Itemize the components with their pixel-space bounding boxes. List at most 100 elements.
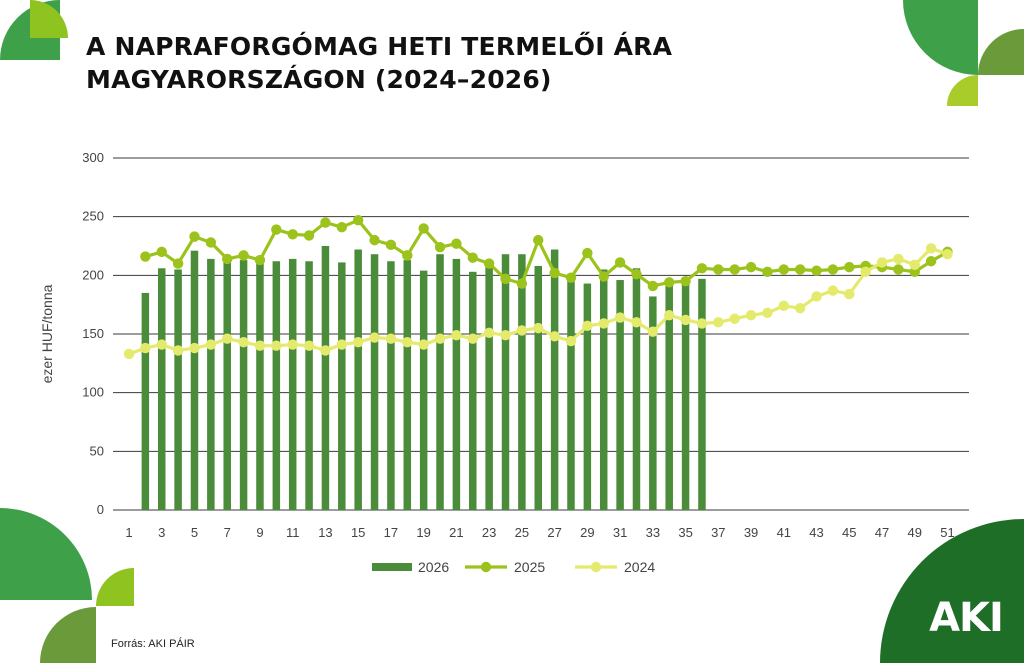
point-2025-week-7 <box>222 253 233 265</box>
point-2024-week-3 <box>156 339 167 350</box>
point-2025-week-10 <box>271 224 282 235</box>
bar-2026-week-31 <box>616 280 624 510</box>
point-2025-week-45 <box>844 261 855 273</box>
point-2025-week-17 <box>385 239 397 251</box>
point-2024-week-4 <box>172 345 184 356</box>
point-2024-week-30 <box>598 318 609 329</box>
point-2024-week-13 <box>320 345 331 356</box>
point-2024-week-24 <box>500 329 511 341</box>
point-2025-week-32 <box>631 268 642 280</box>
bar-2026-week-28 <box>567 281 575 510</box>
aki-logo: AKI <box>916 588 1016 648</box>
point-2025-week-31 <box>614 257 626 268</box>
leaf-shape-lime <box>96 568 134 606</box>
point-2024-week-6 <box>205 339 217 350</box>
point-2024-week-25 <box>516 325 528 336</box>
point-2025-week-19 <box>418 223 429 234</box>
point-2025-week-38 <box>729 264 740 275</box>
point-2025-week-20 <box>434 241 446 253</box>
point-2024-week-40 <box>762 307 773 319</box>
legend-swatch-2026 <box>372 563 412 571</box>
bottom-right-leaf-decoration <box>880 519 1024 663</box>
bar-2026-week-7 <box>223 260 231 510</box>
point-2024-week-15 <box>352 337 364 348</box>
bar-2026-week-35 <box>681 277 690 510</box>
point-2025-week-16 <box>369 234 380 246</box>
point-2025-week-24 <box>500 273 511 285</box>
x-tick-label: 39 <box>744 525 758 540</box>
bar-2026-week-29 <box>583 283 592 510</box>
point-2025-week-42 <box>794 264 806 275</box>
point-2025-week-50 <box>925 256 937 267</box>
bar-2026-week-26 <box>534 265 542 510</box>
legend-swatch-marker-2025 <box>480 561 492 573</box>
bar-2026-week-21 <box>452 258 461 510</box>
bar-2026-week-8 <box>239 260 248 510</box>
point-2025-week-25 <box>516 278 528 289</box>
x-tick-label: 35 <box>678 525 692 540</box>
bar-2026-week-2 <box>141 292 150 510</box>
point-2024-week-9 <box>254 340 266 351</box>
point-2025-week-36 <box>696 263 708 274</box>
point-2025-week-33 <box>647 280 659 292</box>
leaf-shape-lime <box>947 75 978 106</box>
top-right-leaf-decoration <box>903 0 1024 106</box>
bar-2026-week-14 <box>338 262 346 510</box>
leaf-shape-olive <box>978 29 1024 75</box>
point-2025-week-29 <box>582 247 593 259</box>
legend-item-2026: 2026 <box>372 559 449 575</box>
bar-2026-week-19 <box>419 270 428 510</box>
bar-2026-week-11 <box>288 258 297 510</box>
leaf-shape-olive <box>40 607 96 663</box>
bar-2026-week-4 <box>174 269 182 510</box>
bar-2026-week-25 <box>518 254 526 510</box>
point-2024-week-22 <box>467 333 478 344</box>
bar-2026-week-3 <box>157 268 166 510</box>
y-axis-label: ezer HUF/tonna <box>39 284 55 383</box>
y-tick-label: 200 <box>82 267 104 282</box>
bar-2026-week-12 <box>305 261 313 510</box>
point-2025-week-18 <box>402 250 413 261</box>
x-tick-label: 3 <box>158 525 165 540</box>
bar-2026-week-17 <box>387 261 395 510</box>
point-2024-week-23 <box>483 327 495 339</box>
bar-2026-week-22 <box>469 271 477 510</box>
line-series-2025 <box>140 214 953 292</box>
point-2025-week-48 <box>893 264 904 275</box>
point-2024-week-11 <box>287 339 298 350</box>
point-2025-week-15 <box>352 214 364 226</box>
point-2025-week-40 <box>762 266 773 278</box>
point-2024-week-28 <box>565 335 577 347</box>
point-2024-week-20 <box>434 333 446 344</box>
legend-item-2025: 2025 <box>465 559 545 575</box>
x-tick-label: 21 <box>449 525 463 540</box>
leaf-shape-lime <box>30 0 68 38</box>
x-tick-label: 7 <box>224 525 231 540</box>
point-2024-week-19 <box>418 339 429 350</box>
legend-label-2024: 2024 <box>624 559 655 575</box>
point-2024-week-46 <box>860 266 871 278</box>
bar-2026-week-32 <box>632 268 641 510</box>
bar-2026-week-30 <box>599 269 608 510</box>
point-2024-week-41 <box>778 300 789 312</box>
x-tick-label: 1 <box>125 525 132 540</box>
x-tick-label: 9 <box>256 525 263 540</box>
point-2025-week-28 <box>565 272 577 283</box>
point-2025-week-21 <box>451 238 462 249</box>
point-2025-week-12 <box>303 230 315 241</box>
point-2025-week-34 <box>664 277 675 288</box>
legend: 2026 2025 2024 <box>372 559 655 575</box>
bar-2026-week-5 <box>190 250 199 510</box>
point-2025-week-2 <box>140 251 151 262</box>
point-2024-week-18 <box>402 337 413 348</box>
point-2024-week-39 <box>745 310 757 321</box>
point-2024-week-1 <box>123 348 135 360</box>
point-2025-week-13 <box>320 217 331 228</box>
point-2024-week-36 <box>696 318 708 329</box>
x-tick-label: 11 <box>286 525 300 540</box>
bar-2026-week-23 <box>485 261 493 510</box>
bar-2026-week-34 <box>665 278 673 510</box>
point-2024-week-32 <box>631 317 642 328</box>
x-tick-label: 41 <box>777 525 791 540</box>
